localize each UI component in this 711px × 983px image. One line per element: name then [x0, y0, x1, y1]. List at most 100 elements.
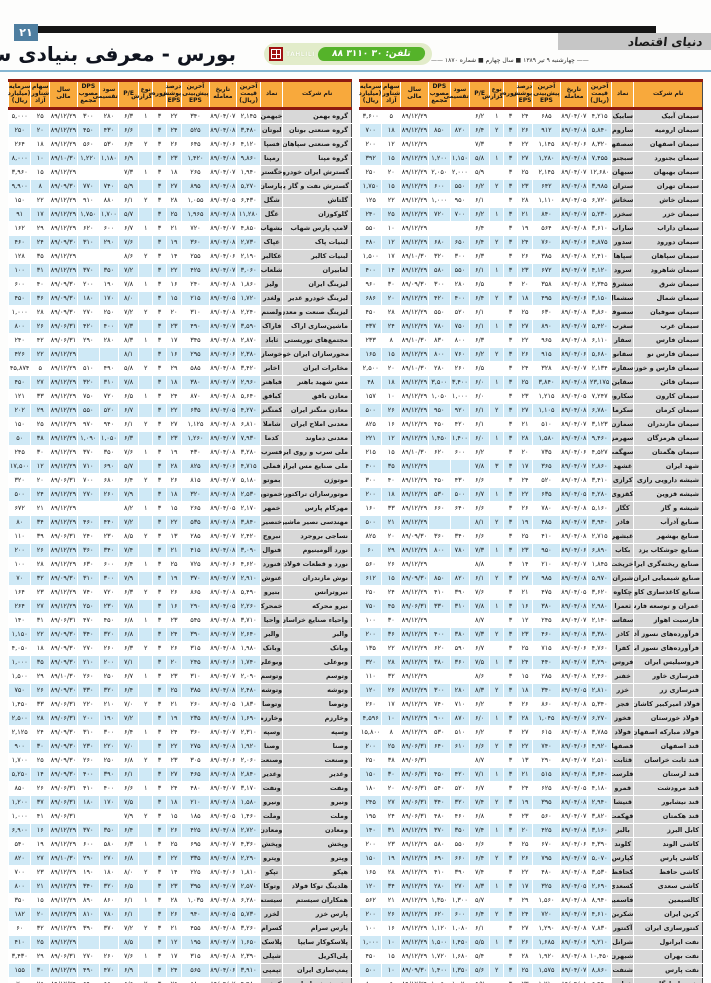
value-cell: ۸۹/۰۴/۰۸: [208, 739, 237, 754]
symbol-cell: فنوال: [260, 543, 283, 558]
value-cell: ۱: [138, 893, 153, 908]
value-cell: ۳۲۰: [98, 627, 119, 642]
value-cell: ۲۶: [30, 543, 50, 558]
value-cell: ۲۹: [30, 221, 50, 236]
company-name-cell: فنرسازی زر: [633, 683, 703, 698]
value-cell: ۸۵۰: [427, 571, 451, 586]
value-cell: ۲۱: [30, 501, 50, 516]
value-cell: ۱۸: [165, 375, 182, 390]
value-cell: ۳: [152, 641, 167, 656]
value-cell: ۲۵۰: [98, 305, 119, 320]
value-cell: ۱۸: [165, 487, 182, 502]
value-cell: ۲۸: [381, 305, 401, 320]
value-cell: ۸۹/۰۴/۰۸: [559, 669, 588, 684]
value-cell: ۶,۷۲۰: [587, 193, 612, 208]
company-name-cell: وبوعلی: [282, 655, 352, 670]
company-name-cell: ومعادن: [282, 823, 352, 838]
value-cell: [427, 613, 451, 628]
table-row: لعابیران شلعاب ۳,۰۶۰ ۸۹/۰۴/۰۷ ۴۲۵ ۲۲ ۳ ۷/۲ ۳۵۰ ۳۷…: [7, 263, 352, 278]
value-cell: ۳: [503, 585, 518, 600]
company-name-cell: لیزینگ ایران: [282, 277, 352, 292]
value-cell: ۳: [152, 697, 167, 712]
value-cell: ۱۷: [381, 697, 401, 712]
value-cell: ۸۱۵: [181, 473, 210, 488]
value-cell: ۳: [152, 893, 167, 908]
value-cell: ۲۱۵: [181, 291, 210, 306]
column-header: درصد پوشش EPS: [512, 79, 533, 110]
value-cell: ۶/۳: [117, 837, 139, 852]
value-cell: ۱۸: [381, 375, 401, 390]
value-cell: ۱۶: [381, 417, 401, 432]
table-row: سیمان شرق سشرق ۲,۳۴۵ ۸۹/۰۴/۰۸ ۳۵۸ ۲۰ ۳ ۶/۵ ۲۸۰ ۳۰…: [358, 277, 703, 292]
value-cell: ۲,۸۴۰: [236, 767, 261, 782]
symbol-cell: غشهد: [611, 459, 634, 474]
value-cell: ۸۹/۱۲/۲۹: [400, 137, 429, 152]
value-cell: ۱,۷۵۰: [358, 179, 382, 194]
value-cell: ۳: [503, 949, 518, 964]
value-cell: ۸۹/۱۲/۲۹: [400, 108, 429, 124]
value-cell: ۶/۷: [117, 403, 139, 418]
symbol-cell: شیران: [611, 571, 634, 586]
symbol-cell: سابیک: [611, 108, 634, 124]
value-cell: ۳۸۰: [532, 599, 561, 614]
value-cell: ۸۹/۱۲/۲۹: [400, 669, 429, 684]
value-cell: ۲۴: [381, 585, 401, 600]
value-cell: ۱۷: [165, 333, 182, 348]
table-row: سیمان دورود سدور ۴,۸۷۵ ۸۹/۰۴/۰۶ ۷۶۰ ۲۴ ۳ ۲ ۶/۴ ۶۵…: [358, 235, 703, 250]
value-cell: ۸۹/۰۴/۰۸: [208, 277, 237, 292]
value-cell: ۳: [503, 123, 518, 138]
value-cell: ۳۶۰: [181, 725, 210, 740]
column-header: سرمایه (میلیارد ریال): [8, 79, 31, 110]
value-cell: ۸۳۰: [427, 333, 451, 348]
value-cell: ۱۰: [381, 389, 401, 404]
company-name-cell: پارس سرام: [282, 921, 352, 936]
value-cell: ۲۹۰: [76, 333, 100, 348]
company-name-cell: کاشی پارس: [633, 851, 703, 866]
value-cell: ۲۴: [30, 487, 50, 502]
value-cell: ۳۴۵: [181, 333, 210, 348]
value-cell: ۳۰۰: [76, 108, 100, 124]
value-cell: [489, 165, 504, 180]
symbol-cell: خمحرکه: [260, 599, 283, 614]
value-cell: ۳: [152, 235, 167, 250]
value-cell: ۸۹۵: [181, 179, 210, 194]
value-cell: ۳,۷۱۰: [236, 613, 261, 628]
value-cell: ۸۹/۱۲/۲۹: [400, 221, 429, 236]
value-cell: ۳: [152, 767, 167, 782]
value-cell: ۱۶۲: [7, 221, 31, 236]
value-cell: ۱۰۰: [358, 921, 382, 936]
value-cell: ۳,۵۳۰: [587, 865, 612, 880]
table-row: مهرکام پارس خمهر ۲,۱۷۰ ۸۹/۰۴/۰۵ ۲۶۵ ۱۵ ۳ ۱ ۸/۲ ۸۹…: [7, 501, 352, 516]
value-cell: ۵۲۰: [532, 473, 561, 488]
symbol-cell: ونیرو: [260, 795, 283, 810]
value-cell: ۵/۶: [468, 963, 490, 978]
value-cell: ۱,۷۰۰: [98, 207, 119, 222]
value-cell: ۲,۰۶۰: [236, 753, 261, 768]
value-cell: ۱۸: [165, 165, 182, 180]
value-cell: ۷/۴: [468, 795, 490, 810]
value-cell: ۱: [138, 165, 153, 180]
symbol-cell: چکاوه: [611, 585, 634, 600]
value-cell: ۷۶۰: [532, 235, 561, 250]
value-cell: ۳۶۵: [532, 459, 561, 474]
value-cell: ۱۷: [165, 949, 182, 964]
value-cell: ۲,۱۴۵: [236, 108, 261, 124]
value-cell: ۱۵,۸۰۰: [358, 725, 382, 740]
value-cell: ۲,۶۹۰: [587, 879, 612, 894]
company-name-cell: سیمان تهران: [633, 179, 703, 194]
value-cell: ۲۳: [165, 753, 182, 768]
symbol-cell: سغرب: [611, 319, 634, 334]
value-cell: ۱۲۵: [358, 193, 382, 208]
table-row: فولاد امیرکبیر کاشان فجر ۵,۳۴۰ ۸۹/۰۴/۰۸ ۸۶۰ ۲…: [358, 697, 703, 712]
value-cell: [489, 613, 504, 628]
value-cell: ۲۶۰: [181, 697, 210, 712]
value-cell: ۲: [138, 865, 153, 880]
value-cell: ۳,۶۴۰: [587, 767, 612, 782]
value-cell: ۱۰۰: [358, 613, 382, 628]
value-cell: ۱: [138, 277, 153, 292]
value-cell: ۲۱: [516, 207, 533, 222]
value-cell: ۸۹/۰۴/۰۷: [208, 669, 237, 684]
value-cell: ۶/۸: [117, 851, 139, 866]
value-cell: ۴,۶۲۰: [236, 557, 261, 572]
symbol-cell: وتوکا: [260, 879, 283, 894]
